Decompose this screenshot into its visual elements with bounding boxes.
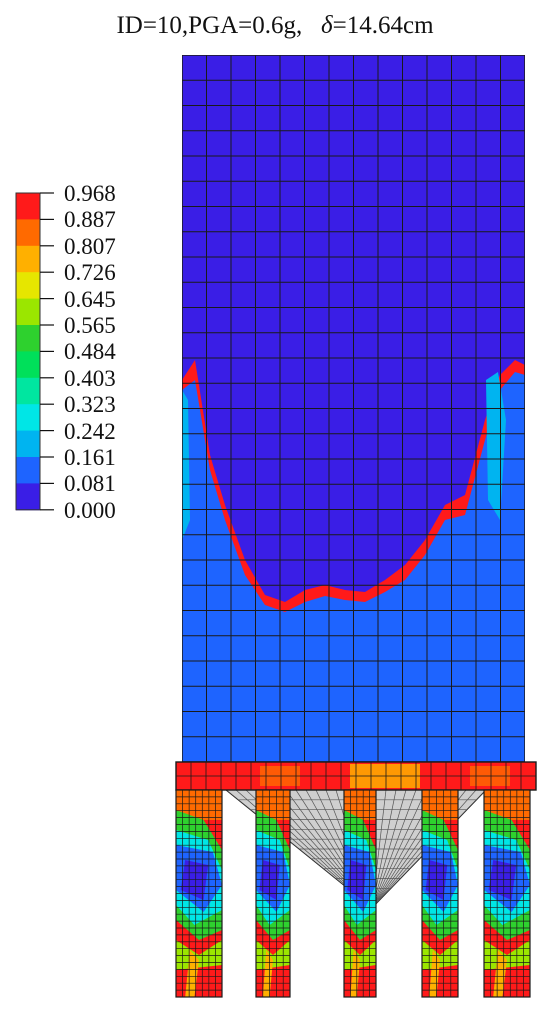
legend-swatch: [16, 483, 40, 511]
column-patch: [350, 950, 360, 997]
support-column: [421, 789, 459, 998]
legend-value: 0.565: [64, 313, 116, 338]
figure-title: ID=10,PGA=0.6g, δ=14.64cm: [0, 12, 550, 40]
legend-swatch: [16, 219, 40, 247]
silo-cylinder: [182, 55, 525, 765]
legend-swatch: [16, 272, 40, 300]
legend-swatch: [16, 351, 40, 379]
legend-swatch: [16, 430, 40, 458]
legend-value: 0.081: [64, 471, 116, 497]
color-legend: 0.968 0.887 0.807 0.726 0.645 0.565 0.484 0.403…: [0, 0, 180, 530]
support-column: [175, 789, 223, 998]
legend-value: 0.807: [64, 233, 116, 259]
legend-value: 0.968: [64, 181, 116, 206]
legend-value: 0.645: [64, 286, 116, 312]
support-column: [343, 789, 377, 998]
support-column: [483, 789, 531, 998]
column-outline: [483, 789, 531, 998]
support-column: [255, 789, 291, 998]
legend-colorbar: [15, 192, 54, 511]
legend-swatch: [16, 404, 40, 432]
legend-swatch: [16, 245, 40, 273]
column-outline: [343, 789, 377, 998]
column-outline: [255, 789, 291, 998]
contour-streak-left: [182, 390, 190, 540]
legend-value: 0.887: [64, 207, 116, 233]
legend-value: 0.484: [64, 339, 116, 365]
legend-swatch: [16, 377, 40, 405]
title-prefix: ID=10,PGA=0.6g,: [116, 12, 303, 39]
support-columns: [175, 789, 531, 998]
delta-value: =14.64cm: [332, 12, 434, 39]
delta-symbol: δ: [321, 12, 333, 39]
ring-beam: [175, 761, 537, 791]
column-outline: [421, 789, 459, 998]
legend-value: 0.000: [64, 497, 116, 523]
legend-value: 0.726: [64, 260, 116, 286]
contour-band: [182, 372, 525, 765]
legend-swatch: [16, 457, 40, 484]
legend-value: 0.161: [64, 445, 116, 470]
legend-value: 0.242: [64, 418, 116, 444]
column-outline: [175, 789, 223, 998]
column-patch: [262, 950, 273, 997]
legend-swatch: [16, 325, 40, 352]
column-patch: [429, 950, 440, 997]
legend-value: 0.403: [64, 365, 116, 391]
legend-swatch: [16, 298, 40, 326]
legend-swatch: [16, 193, 40, 220]
legend-value: 0.323: [64, 392, 116, 418]
